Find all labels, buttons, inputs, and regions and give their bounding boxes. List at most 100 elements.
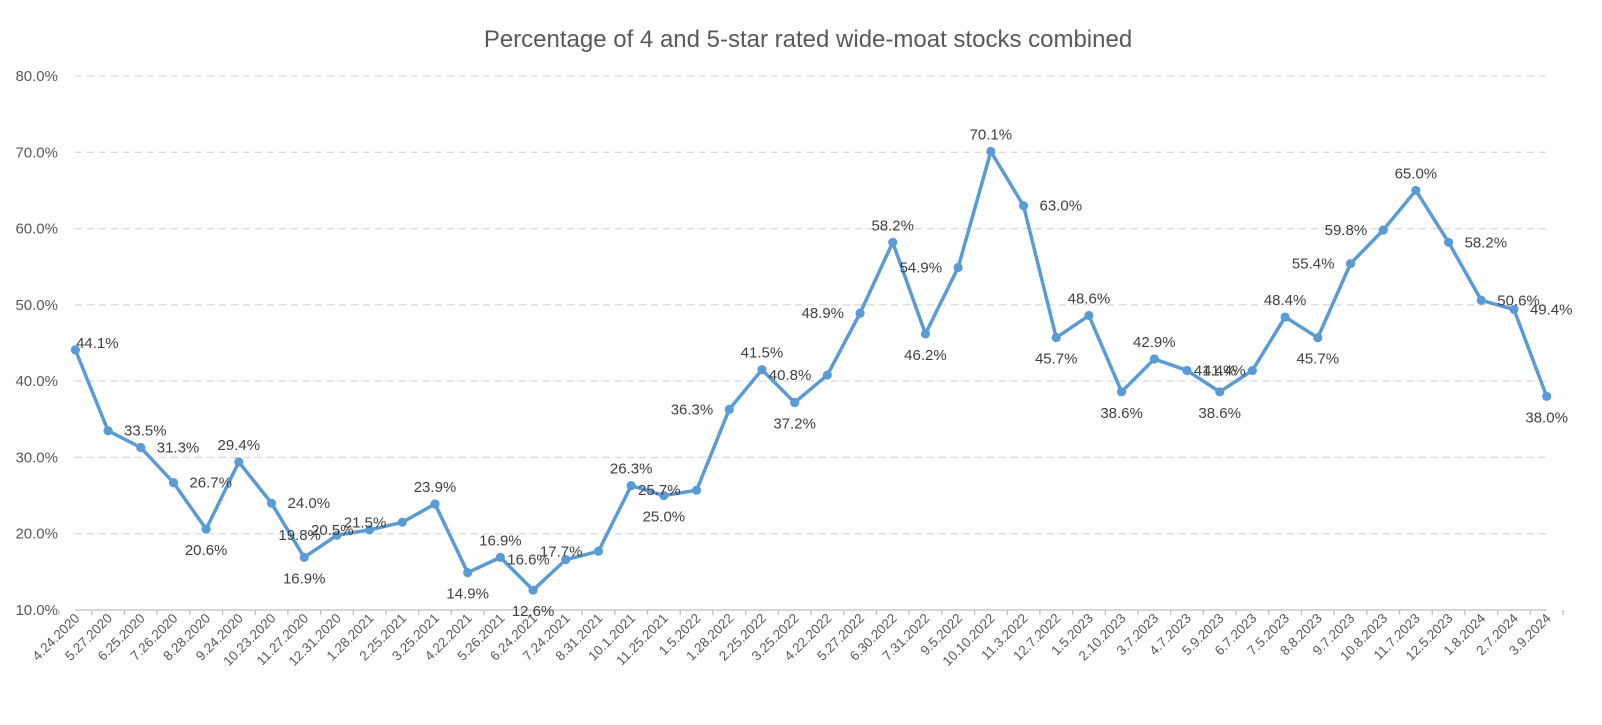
data-point <box>201 524 211 534</box>
y-axis-tick-labels: 10.0% 20.0% 30.0% 40.0% 50.0% 60.0% 70.0% 80.0% <box>15 68 58 619</box>
data-point <box>430 499 440 509</box>
data-point <box>920 329 931 339</box>
data-label: 16.9% <box>479 532 522 549</box>
data-label: 48.6% <box>1068 291 1111 308</box>
data-point <box>70 345 80 355</box>
data-label: 58.2% <box>871 217 914 234</box>
data-label: 41.5% <box>741 345 784 362</box>
data-point <box>1182 365 1192 376</box>
data-point <box>1542 391 1552 401</box>
data-point <box>397 517 407 527</box>
data-label: 48.4% <box>1264 292 1307 309</box>
data-point <box>561 555 571 565</box>
chart-title: Percentage of 4 and 5-star rated wide-mo… <box>484 26 1132 53</box>
y-tick-label: 20.0% <box>15 526 58 543</box>
data-label: 16.6% <box>507 552 550 569</box>
data-label: 25.0% <box>643 509 686 526</box>
series-line <box>73 149 1549 592</box>
data-point <box>463 568 473 578</box>
data-point <box>822 370 832 380</box>
data-point <box>1084 310 1094 321</box>
data-point <box>1345 259 1356 269</box>
data-point <box>1018 201 1029 211</box>
data-label: 63.0% <box>1040 198 1083 215</box>
data-label: 26.3% <box>610 461 653 478</box>
x-axis-tick-labels: 4.24.20205.27.20206.25.20207.26.20208.28… <box>29 610 1554 669</box>
data-point <box>724 404 734 414</box>
data-label: 48.9% <box>801 305 844 322</box>
data-point <box>626 481 636 491</box>
data-label: 49.4% <box>1530 301 1573 318</box>
data-label: 23.9% <box>414 479 457 496</box>
data-label: 20.5% <box>311 522 354 539</box>
data-label: 16.9% <box>283 570 326 587</box>
data-point <box>168 478 179 488</box>
data-label: 70.1% <box>970 127 1013 144</box>
data-label: 21.5% <box>344 514 387 531</box>
data-label: 59.8% <box>1325 222 1368 239</box>
data-point <box>888 237 898 247</box>
data-label: 38.6% <box>1100 405 1143 422</box>
data-label: 14.9% <box>446 586 489 603</box>
data-point <box>1247 365 1257 376</box>
data-label: 42.9% <box>1133 334 1176 351</box>
data-label: 45.7% <box>1297 351 1340 368</box>
data-point <box>659 490 669 501</box>
data-label: 58.2% <box>1465 234 1508 251</box>
data-point <box>953 262 963 273</box>
data-label: 24.0% <box>288 495 331 512</box>
data-point <box>986 146 996 157</box>
data-point <box>1149 354 1159 364</box>
data-point <box>1117 387 1127 397</box>
data-point <box>528 585 538 595</box>
data-label: 26.7% <box>189 475 232 492</box>
data-label: 38.6% <box>1198 405 1241 422</box>
data-point <box>136 442 146 453</box>
data-point <box>299 552 309 562</box>
data-point <box>1051 333 1061 343</box>
data-label: 29.4% <box>218 437 261 454</box>
data-point <box>1443 237 1454 247</box>
data-point <box>1313 333 1323 343</box>
data-point <box>234 457 244 467</box>
data-label: 38.0% <box>1525 409 1568 426</box>
data-point <box>1215 387 1225 397</box>
data-label: 46.2% <box>904 347 947 364</box>
data-label: 65.0% <box>1395 165 1438 182</box>
data-label: 36.3% <box>671 401 714 418</box>
data-label: 50.6% <box>1497 292 1540 309</box>
data-label: 37.2% <box>773 416 816 433</box>
data-point <box>691 485 702 495</box>
data-point <box>757 365 767 375</box>
data-point <box>1378 225 1388 235</box>
data-point <box>593 546 604 556</box>
gridlines <box>75 75 1547 535</box>
y-tick-label: 40.0% <box>15 373 58 390</box>
y-tick-label: 70.0% <box>15 144 58 161</box>
data-label: 45.7% <box>1035 351 1078 368</box>
data-point <box>332 530 342 540</box>
data-label: 54.9% <box>900 259 943 276</box>
data-point <box>790 397 800 408</box>
data-label: 33.5% <box>124 423 167 440</box>
data-label: 12.6% <box>512 603 555 620</box>
data-label: 17.7% <box>540 543 583 560</box>
data-point <box>103 426 113 436</box>
data-series <box>70 146 1552 595</box>
data-point <box>1411 185 1421 196</box>
y-tick-label: 60.0% <box>15 221 58 238</box>
data-label: 44.1% <box>76 335 119 352</box>
data-point <box>1476 295 1486 305</box>
data-label: 20.6% <box>185 542 228 559</box>
data-point <box>495 552 505 562</box>
data-point <box>266 498 277 508</box>
data-label: 31.3% <box>157 440 200 457</box>
data-point <box>1280 312 1290 322</box>
data-label: 55.4% <box>1292 256 1335 273</box>
x-axis <box>58 609 1564 615</box>
data-labels: 44.1% 33.5%31.3% 26.7% 20.6% 29.4% 24.0% 16.9%… <box>76 127 1572 621</box>
data-point <box>855 308 865 318</box>
data-label: 40.8% <box>769 367 812 384</box>
y-tick-label: 50.0% <box>15 297 58 314</box>
data-point <box>1509 304 1519 315</box>
